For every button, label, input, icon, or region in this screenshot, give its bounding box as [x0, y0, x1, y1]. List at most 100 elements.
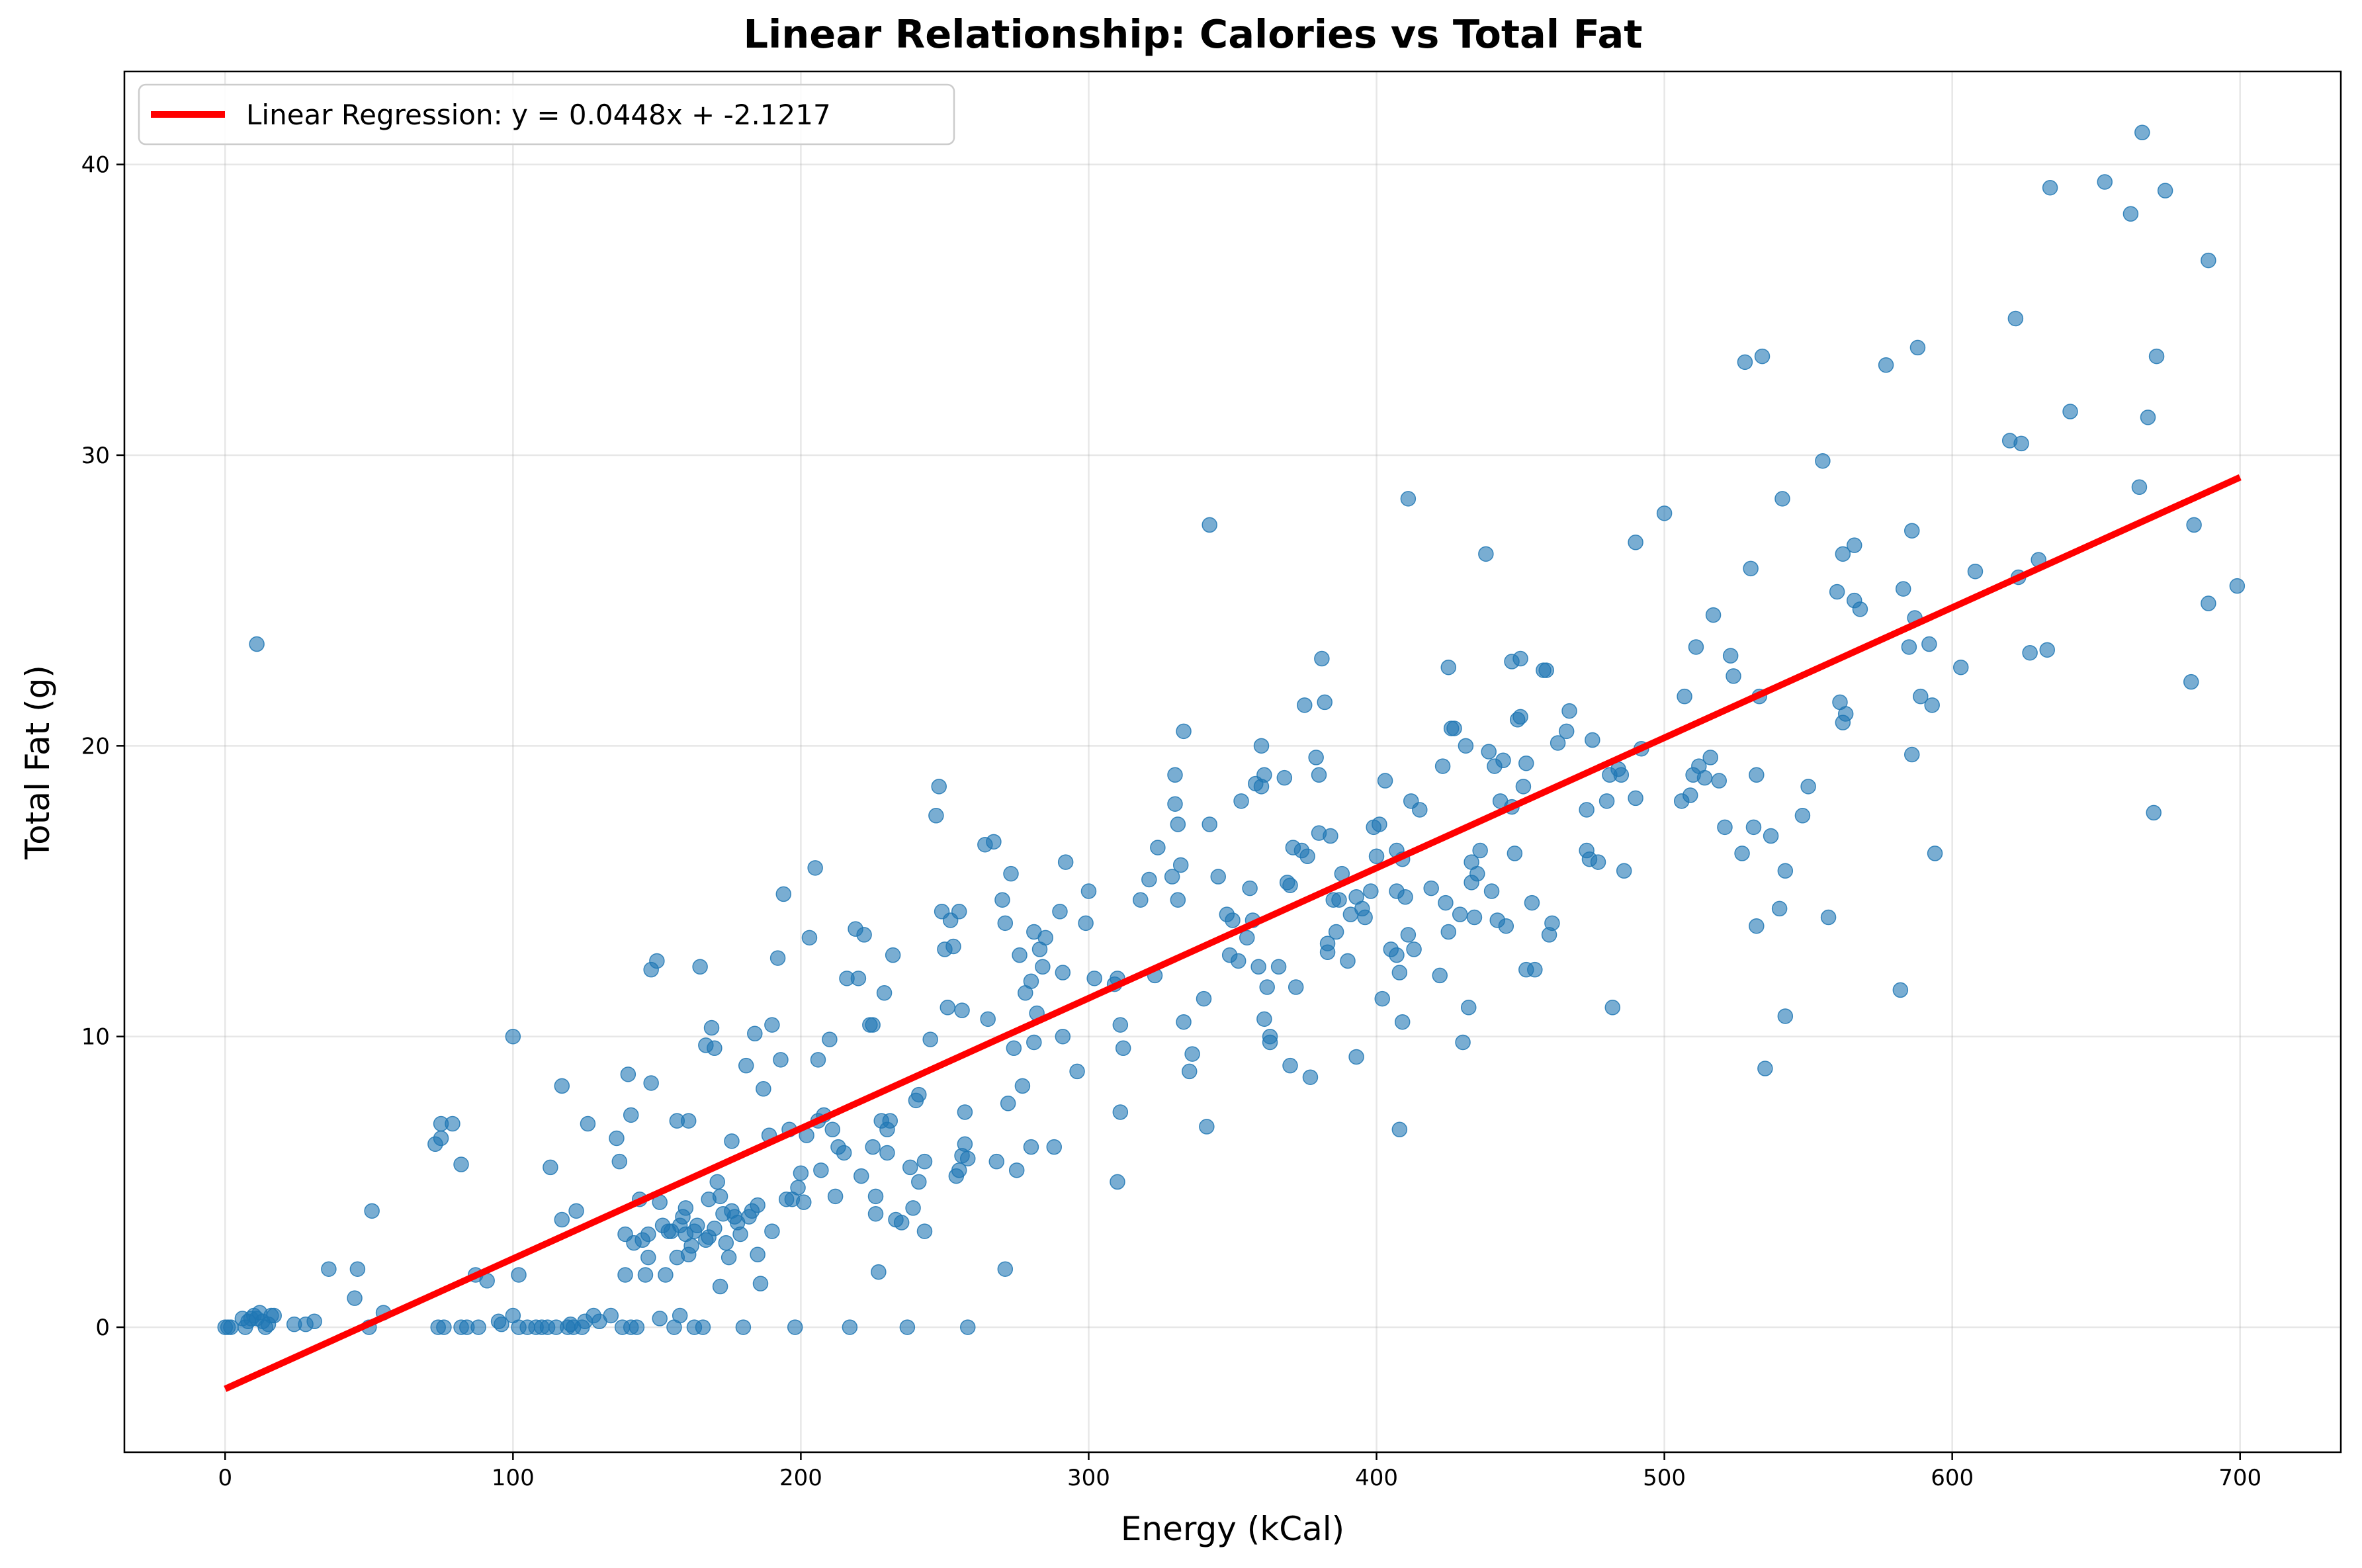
scatter-point: [1400, 927, 1417, 943]
scatter-point: [902, 1159, 918, 1176]
scatter-point: [1757, 1061, 1773, 1076]
scatter-point: [554, 1211, 570, 1228]
scatter-point: [1598, 793, 1615, 809]
scatter-point: [2062, 404, 2078, 419]
scatter-point: [1391, 1121, 1408, 1138]
scatter-point: [249, 636, 265, 652]
scatter-point: [1558, 723, 1575, 740]
scatter-point: [893, 1215, 910, 1231]
scatter-point: [1199, 1119, 1215, 1135]
scatter-point: [306, 1313, 322, 1330]
x-tick-label: 700: [2218, 1465, 2261, 1491]
scatter-point: [1432, 967, 1448, 984]
plot-background: [124, 71, 2341, 1452]
scatter-point: [1282, 877, 1298, 893]
scatter-point: [692, 959, 708, 975]
scatter-point: [709, 1174, 725, 1190]
scatter-point: [2042, 179, 2058, 196]
scatter-point: [543, 1159, 558, 1176]
scatter-point: [988, 1153, 1004, 1170]
scatter-point: [824, 1121, 841, 1138]
scatter-point: [871, 1264, 887, 1280]
scatter-point: [905, 1200, 921, 1216]
scatter-point: [1702, 750, 1718, 765]
scatter-point: [752, 1276, 769, 1291]
scatter-point: [505, 1028, 521, 1045]
scatter-point: [951, 904, 967, 920]
scatter-point: [1377, 773, 1393, 789]
scatter-point: [954, 1002, 970, 1018]
scatter-point: [732, 1226, 748, 1242]
scatter-point: [1846, 537, 1862, 553]
scatter-point: [1777, 1008, 1794, 1024]
scatter-point: [986, 834, 1002, 850]
scatter-point: [1677, 688, 1692, 705]
scatter-point: [1495, 752, 1511, 769]
scatter-point: [1628, 535, 1643, 550]
scatter-point: [1412, 802, 1428, 818]
scatter-point: [750, 1246, 765, 1262]
scatter-point: [882, 1113, 898, 1129]
scatter-point: [609, 1130, 625, 1147]
scatter-point: [1397, 889, 1413, 905]
scatter-point: [1878, 357, 1894, 373]
scatter-point: [2134, 124, 2150, 141]
scatter-point: [712, 1188, 728, 1205]
legend-regression-label: Linear Regression: y = 0.0448x + -2.1217: [246, 99, 831, 131]
scatter-point: [1423, 880, 1439, 896]
scatter-point: [1317, 694, 1333, 711]
scatter-point: [1176, 1014, 1192, 1030]
scatter-point: [1705, 607, 1722, 623]
scatter-point: [1181, 1063, 1198, 1080]
scatter-point: [827, 1188, 844, 1205]
scatter-point: [640, 1249, 656, 1266]
scatter-point: [1196, 990, 1212, 1007]
scatter-point: [1112, 1017, 1129, 1033]
scatter-point: [623, 1107, 639, 1123]
scatter-point: [796, 1194, 812, 1210]
scatter-point: [1466, 909, 1483, 926]
axis-ticks: 0 100 200 300 400 500 600 700 0 10 20 30 40: [81, 152, 2261, 1491]
scatter-point: [735, 1319, 752, 1335]
scatter-point: [1276, 769, 1293, 786]
scatter-point: [865, 1017, 881, 1033]
scatter-point: [1743, 560, 1759, 577]
scatter-point: [2201, 595, 2216, 611]
scatter-point: [1967, 563, 1984, 580]
scatter-point: [658, 1267, 674, 1283]
scatter-point: [640, 1226, 656, 1242]
scatter-point: [1406, 941, 1422, 957]
scatter-point: [721, 1249, 737, 1266]
scatter-point: [997, 915, 1014, 932]
scatter-point: [2140, 410, 2156, 425]
scatter-point: [1170, 892, 1186, 908]
scatter-point: [1150, 840, 1166, 855]
scatter-point: [1311, 767, 1327, 783]
scatter-point: [1434, 758, 1451, 774]
scatter-point: [724, 1133, 740, 1149]
scatter-point: [1242, 880, 1258, 896]
scatter-point: [1323, 828, 1338, 844]
y-tick-label: 0: [95, 1315, 110, 1341]
scatter-point: [649, 953, 665, 969]
scatter-point: [1055, 1028, 1071, 1045]
x-tick-label: 400: [1355, 1465, 1398, 1491]
scatter-point: [433, 1130, 449, 1147]
scatter-point: [738, 1057, 754, 1074]
scatter-point: [1308, 750, 1324, 765]
scatter-point: [652, 1311, 668, 1327]
scatter-point: [957, 1136, 973, 1153]
scatter-point: [940, 1000, 956, 1016]
scatter-point: [1774, 491, 1790, 507]
scatter-point: [1046, 1139, 1063, 1155]
scatter-series: [217, 124, 2246, 1335]
y-axis-label: Total Fat (g): [19, 665, 57, 860]
scatter-point: [1314, 650, 1330, 667]
scatter-point: [680, 1113, 697, 1129]
scatter-point: [1745, 819, 1762, 836]
scatter-point: [1026, 1034, 1042, 1051]
scatter-point: [1901, 639, 1917, 655]
regression-layer: [224, 474, 2242, 1392]
scatter-point: [807, 860, 823, 876]
scatter-point: [1348, 1049, 1364, 1065]
